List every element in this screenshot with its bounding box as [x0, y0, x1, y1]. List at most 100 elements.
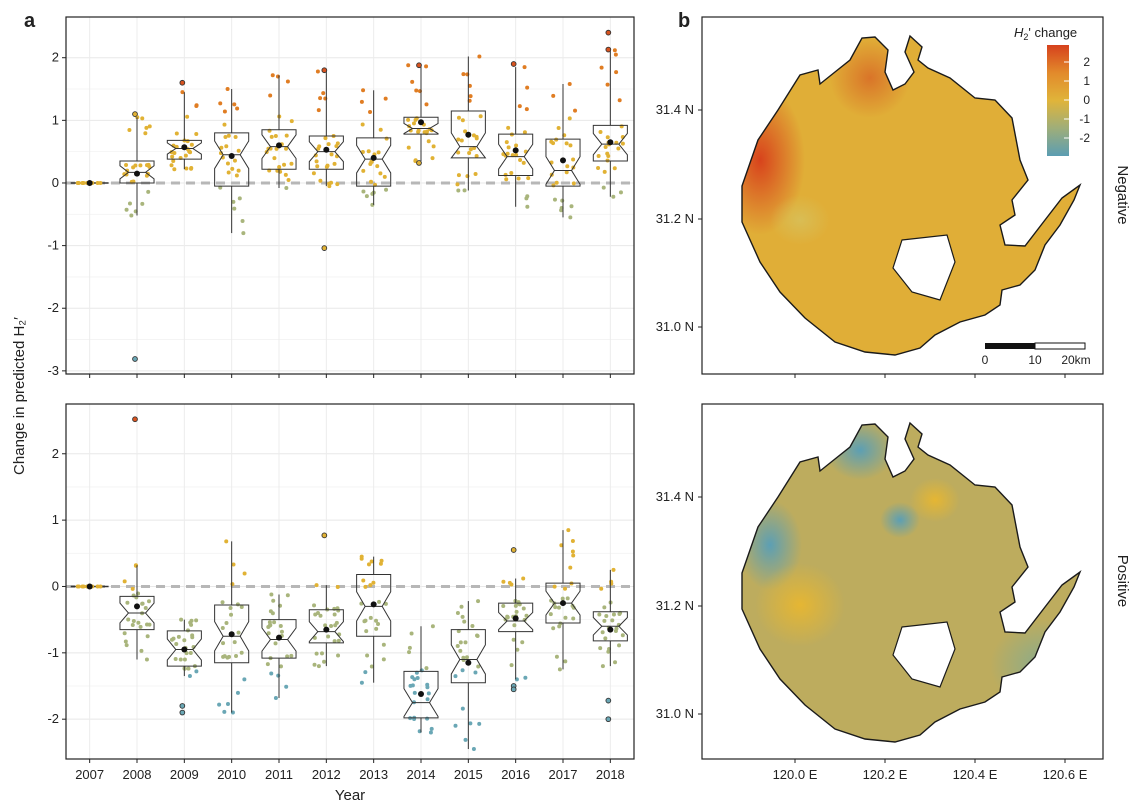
data-point — [371, 580, 376, 585]
plot-frame — [65, 16, 635, 375]
x-tick-label-2012: 2012 — [312, 767, 341, 782]
data-point — [384, 136, 389, 141]
data-point — [556, 126, 561, 131]
data-point — [573, 108, 578, 113]
data-point — [523, 675, 528, 680]
data-point — [553, 605, 558, 610]
data-point — [567, 82, 572, 87]
data-point — [596, 166, 601, 171]
data-point — [478, 114, 483, 119]
data-point — [571, 553, 576, 558]
outlier-point — [510, 547, 517, 553]
data-point — [359, 554, 364, 559]
data-point — [455, 611, 460, 616]
data-point — [221, 641, 226, 646]
data-point — [366, 562, 371, 567]
scalebar-label-20: 20km — [1061, 353, 1090, 367]
data-point — [549, 139, 554, 144]
x-tick-label-2018: 2018 — [596, 767, 625, 782]
data-point — [127, 128, 132, 133]
data-point — [285, 654, 290, 659]
data-point — [230, 582, 235, 587]
data-point — [614, 70, 619, 75]
outlier-point — [416, 160, 422, 166]
data-point — [225, 87, 230, 92]
data-point — [384, 187, 389, 192]
panel-b-label: b — [678, 10, 690, 32]
box-2014 — [403, 116, 439, 135]
map-axes: 31.4 N 31.2 N 31.0 N 31.4 N 31.2 N 31.0 N 120.… — [656, 102, 1088, 782]
data-point — [501, 603, 506, 608]
data-point — [334, 144, 339, 149]
y-tick-label: 2 — [52, 446, 59, 461]
data-point — [612, 48, 617, 53]
data-point — [605, 82, 610, 87]
data-point — [514, 609, 519, 614]
data-point — [131, 618, 136, 623]
data-point — [182, 638, 187, 643]
data-point — [95, 584, 100, 589]
data-point — [232, 158, 237, 163]
legend-tick-label: 2 — [1083, 55, 1090, 69]
data-point — [383, 96, 388, 101]
data-point — [505, 614, 510, 619]
data-point — [504, 140, 509, 145]
lat-tick-label: 31.0 N — [656, 706, 694, 721]
plot-background — [66, 17, 634, 374]
data-point — [220, 600, 225, 605]
data-point — [375, 164, 380, 169]
data-point — [506, 145, 511, 150]
data-point — [286, 177, 291, 182]
x-tick-label-2014: 2014 — [407, 767, 436, 782]
data-point — [501, 579, 506, 584]
data-point — [610, 618, 615, 623]
data-point — [476, 599, 481, 604]
data-point — [314, 651, 319, 656]
outlier-point — [179, 79, 186, 86]
data-point — [617, 643, 622, 648]
data-point — [224, 620, 229, 625]
mean-2008 — [134, 170, 140, 177]
data-point — [600, 664, 605, 669]
data-point — [474, 134, 479, 139]
data-point — [613, 52, 618, 57]
data-point — [226, 133, 231, 138]
map-positive-warmspot-east — [910, 478, 960, 522]
data-point — [461, 657, 466, 662]
data-point — [563, 586, 568, 591]
data-point — [273, 133, 278, 138]
data-point — [431, 144, 436, 149]
data-point — [456, 150, 461, 155]
lat-tick-label: 31.4 N — [656, 102, 694, 117]
scalebar-label-0: 0 — [982, 353, 989, 367]
data-point — [234, 173, 239, 178]
y-tick-label: 1 — [52, 512, 59, 527]
data-point — [312, 603, 317, 608]
scalebar-label-10: 10 — [1028, 353, 1042, 367]
mean-2015 — [465, 131, 472, 138]
data-point — [620, 633, 625, 638]
mean-2010 — [228, 631, 235, 638]
data-point — [611, 612, 616, 617]
data-point — [235, 690, 240, 695]
data-point — [568, 215, 573, 220]
box-2010 — [214, 132, 250, 187]
data-point — [183, 153, 188, 158]
data-point — [184, 166, 189, 171]
data-point — [504, 177, 509, 182]
data-point — [456, 188, 461, 193]
data-point — [122, 631, 127, 636]
outlier-point — [321, 67, 328, 74]
data-point — [462, 619, 467, 624]
data-point — [361, 88, 366, 93]
data-point — [475, 633, 480, 638]
data-point — [605, 135, 610, 140]
data-point — [269, 592, 274, 597]
data-point — [225, 161, 230, 166]
data-point — [524, 107, 529, 112]
facet-label-negative: Negative — [1114, 165, 1131, 224]
data-point — [516, 600, 521, 605]
data-point — [313, 153, 318, 158]
data-point — [513, 603, 518, 608]
data-point — [236, 630, 241, 635]
